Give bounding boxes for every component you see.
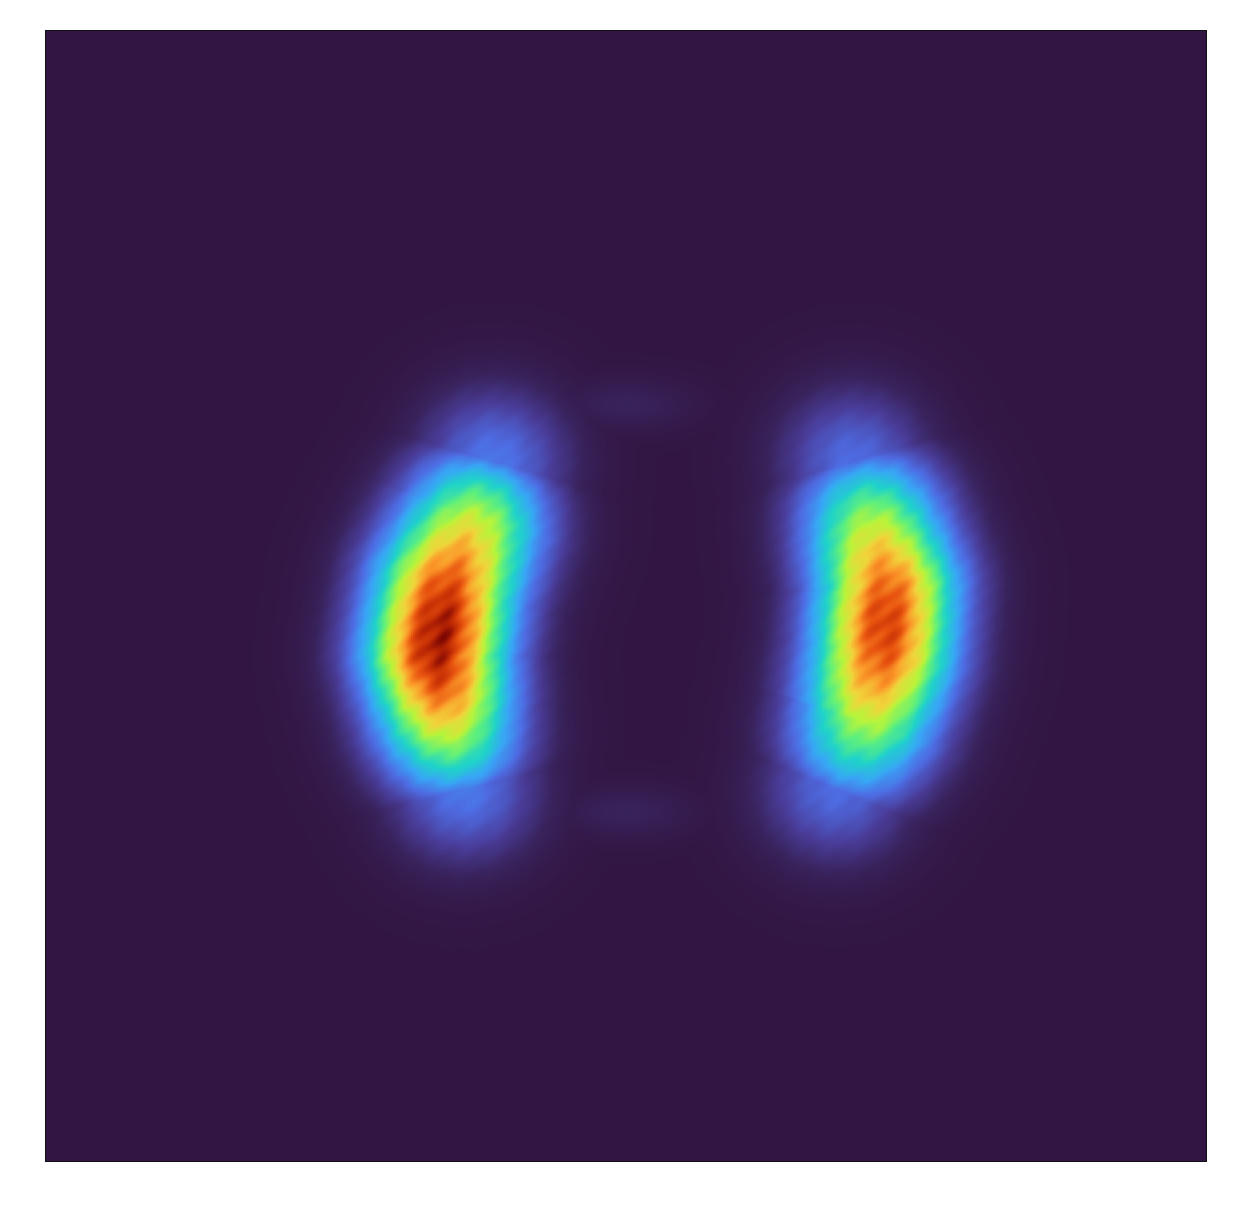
density-heatmap: [45, 30, 1207, 1162]
plot-area: [45, 30, 1207, 1162]
